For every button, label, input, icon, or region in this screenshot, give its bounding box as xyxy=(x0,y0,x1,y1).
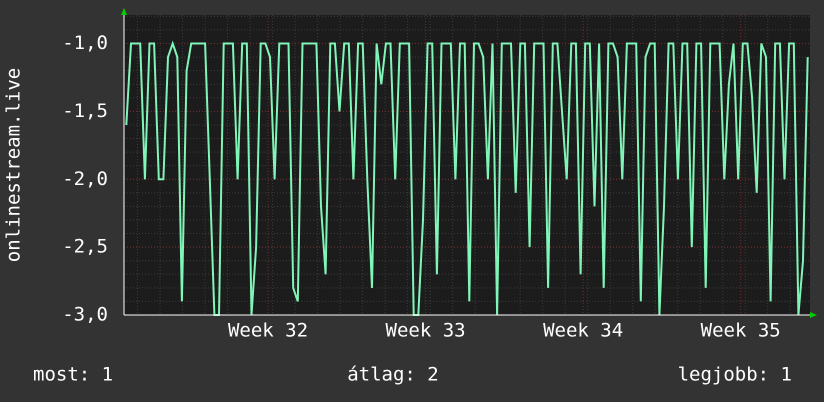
axis-arrow xyxy=(810,312,817,318)
y-tick-label: -3,0 xyxy=(62,304,108,326)
x-tick-label: Week 32 xyxy=(228,320,308,342)
y-axis-label: onlinestream.live xyxy=(3,68,25,262)
x-tick-label: Week 35 xyxy=(701,320,781,342)
x-tick-label: Week 33 xyxy=(386,320,466,342)
footer-stat: most: 1 xyxy=(33,364,113,386)
x-tick-label: Week 34 xyxy=(543,320,623,342)
y-tick-label: -1,5 xyxy=(62,100,108,122)
y-tick-label: -2,5 xyxy=(62,236,108,258)
data-line xyxy=(125,40,809,316)
y-tick-label: -2,0 xyxy=(62,168,108,190)
axis-arrow xyxy=(121,8,127,15)
y-tick-label: -1,0 xyxy=(62,32,108,54)
footer-stat: legjobb: 1 xyxy=(678,364,792,386)
footer-stat: átlag: 2 xyxy=(347,364,439,386)
